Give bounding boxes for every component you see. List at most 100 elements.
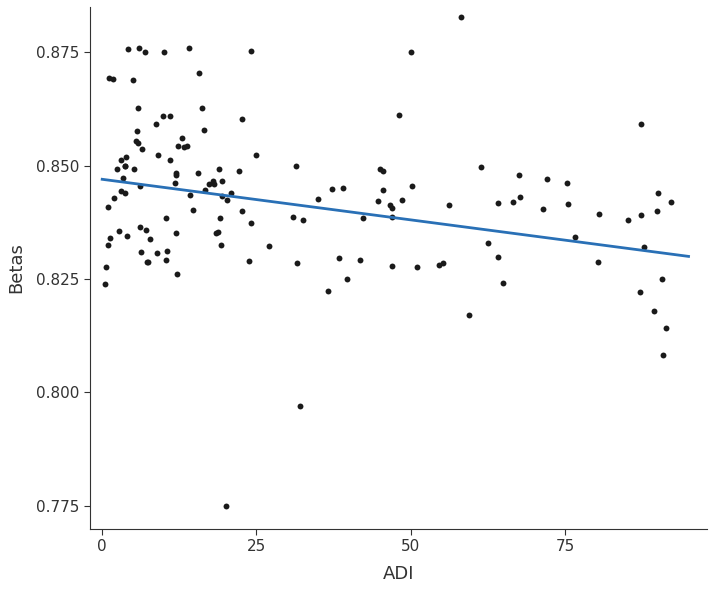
Point <box>508 198 519 207</box>
Point <box>355 255 366 264</box>
Point <box>515 192 526 202</box>
Point <box>171 228 182 237</box>
Point <box>358 213 369 222</box>
Point <box>236 114 247 123</box>
Point <box>114 227 125 236</box>
Point <box>396 195 408 205</box>
Point <box>635 119 647 129</box>
Point <box>131 127 143 136</box>
Point <box>193 68 205 77</box>
Point <box>498 278 509 288</box>
Point <box>102 203 114 212</box>
Point <box>245 46 256 55</box>
Point <box>187 205 198 215</box>
Point <box>665 198 677 207</box>
Point <box>263 241 274 250</box>
Point <box>216 192 228 201</box>
Point <box>569 232 580 242</box>
Point <box>482 238 493 248</box>
Point <box>104 73 115 82</box>
Point <box>160 214 171 223</box>
Point <box>246 218 257 228</box>
Point <box>144 234 156 243</box>
Point <box>104 234 116 243</box>
Point <box>333 254 344 263</box>
Point <box>374 165 386 174</box>
Point <box>438 258 449 268</box>
Point <box>119 161 131 171</box>
Point <box>141 257 153 266</box>
Point <box>378 186 389 195</box>
Point <box>177 134 188 143</box>
Point <box>170 179 181 188</box>
Point <box>198 125 210 135</box>
Point <box>226 188 237 198</box>
Point <box>211 228 222 238</box>
Point <box>243 256 255 266</box>
Point <box>634 287 645 297</box>
Point <box>132 139 144 148</box>
Point <box>136 144 148 153</box>
Point <box>116 155 127 165</box>
Point <box>411 262 423 271</box>
Y-axis label: Betas: Betas <box>7 242 25 293</box>
Point <box>656 274 668 284</box>
Point <box>378 166 389 176</box>
Point <box>130 136 141 146</box>
Point <box>199 185 211 194</box>
Point <box>164 155 176 165</box>
Point <box>492 253 503 262</box>
Point <box>406 181 418 191</box>
Point <box>133 103 144 113</box>
Point <box>493 199 504 208</box>
Point <box>341 274 353 284</box>
Point <box>233 166 245 176</box>
Point <box>140 48 151 57</box>
Point <box>297 215 308 225</box>
Point <box>134 43 145 53</box>
Point <box>337 183 348 193</box>
Point <box>213 213 225 222</box>
Point <box>153 150 164 159</box>
Point <box>101 263 112 272</box>
Point <box>386 204 398 213</box>
Point <box>184 190 196 199</box>
Point <box>119 188 131 198</box>
Point <box>129 165 140 174</box>
Point <box>107 74 119 84</box>
Point <box>143 258 154 267</box>
Point <box>537 205 548 214</box>
Point <box>476 163 487 172</box>
Point <box>170 168 181 178</box>
Point <box>287 212 298 221</box>
Point <box>192 168 203 178</box>
Point <box>312 195 323 204</box>
Point <box>172 142 183 151</box>
Point <box>322 287 333 296</box>
Point <box>291 258 303 268</box>
Point <box>121 232 133 241</box>
Point <box>593 257 604 266</box>
Point <box>405 48 416 57</box>
Point <box>102 240 114 250</box>
Point <box>118 173 129 183</box>
Point <box>171 269 183 278</box>
Point <box>651 206 663 215</box>
Point <box>203 179 215 189</box>
Point <box>455 12 466 21</box>
Point <box>463 310 475 320</box>
Point <box>208 179 220 189</box>
Point <box>541 174 553 183</box>
Point <box>216 176 228 186</box>
Point <box>562 199 573 208</box>
Point <box>648 306 660 315</box>
Point <box>151 249 162 258</box>
Point <box>207 176 218 186</box>
Point <box>121 152 132 162</box>
Point <box>638 242 649 252</box>
Point <box>178 143 190 152</box>
Point <box>181 142 192 151</box>
Point <box>393 110 405 120</box>
Point <box>119 162 131 171</box>
Point <box>561 178 573 188</box>
